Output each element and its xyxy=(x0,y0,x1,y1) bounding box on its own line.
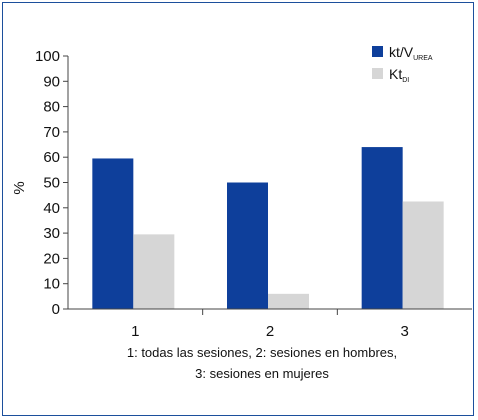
bar-ktdi xyxy=(268,293,309,309)
bar-ktv xyxy=(361,147,403,309)
y-axis-label: % xyxy=(11,181,28,194)
y-tick-label: 60 xyxy=(43,149,60,166)
legend-swatch-ktdi xyxy=(372,68,383,79)
y-tick-label: 80 xyxy=(43,99,60,116)
y-tick-label: 90 xyxy=(43,73,60,90)
y-tick-label: 50 xyxy=(43,175,60,192)
x-tick-label: 3 xyxy=(400,323,408,340)
y-tick-label: 70 xyxy=(43,124,60,141)
y-tick-label: 40 xyxy=(43,200,60,217)
caption-line-1: 1: todas las sesiones, 2: sesiones en ho… xyxy=(127,345,397,360)
bar-ktdi xyxy=(133,234,175,309)
bar-ktdi xyxy=(402,201,444,309)
bar-ktv xyxy=(92,158,134,309)
legend: kt/VUREA KtDI xyxy=(372,44,433,84)
legend-label-ktdi: KtDI xyxy=(389,66,409,84)
x-tick-label: 1 xyxy=(131,323,139,340)
legend-swatch-ktv xyxy=(372,46,383,57)
y-tick-label: 100 xyxy=(35,48,60,65)
y-tick-label: 20 xyxy=(43,250,60,267)
y-tick-label: 10 xyxy=(43,276,60,293)
legend-label-ktv: kt/VUREA xyxy=(389,44,433,62)
bar-ktv xyxy=(227,182,268,309)
x-tick-label: 2 xyxy=(266,323,274,340)
y-tick-label: 0 xyxy=(52,301,60,318)
caption-line-2: 3: sesiones en mujeres xyxy=(195,366,329,381)
y-tick-label: 30 xyxy=(43,225,60,242)
